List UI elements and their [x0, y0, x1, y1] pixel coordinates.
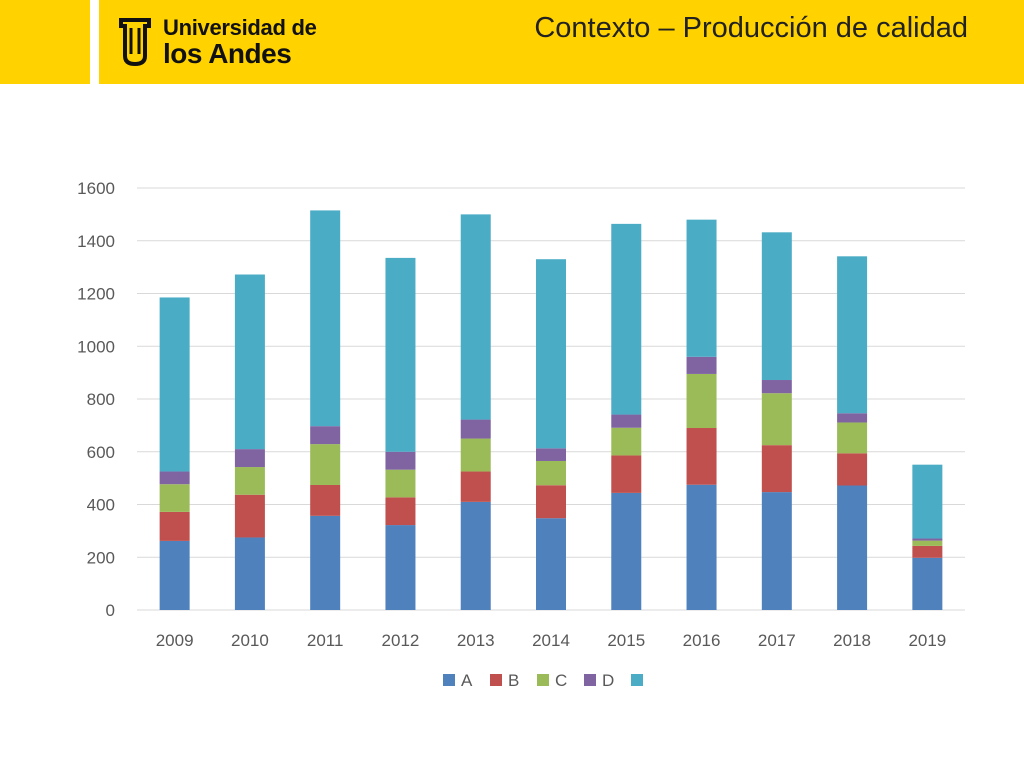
bar-segment	[912, 538, 943, 541]
y-tick-label: 1000	[77, 337, 115, 356]
bar-segment	[536, 448, 566, 461]
legend-label: D	[602, 671, 614, 690]
y-tick-label: 1600	[77, 179, 115, 198]
x-tick-label: 2017	[758, 631, 796, 650]
bar-segment	[761, 393, 792, 446]
bar-segment	[761, 492, 792, 610]
bar-segment	[385, 257, 416, 452]
bar-segment	[460, 419, 491, 439]
x-tick-label: 2019	[908, 631, 946, 650]
bar-segment	[912, 540, 943, 546]
bar-segment	[310, 484, 341, 516]
bar-segment	[761, 445, 792, 493]
legend-label: B	[508, 671, 519, 690]
logo-emblem-icon	[119, 18, 151, 67]
bar-segment	[385, 469, 416, 498]
bar-segment	[159, 471, 190, 485]
bar-segment	[912, 464, 943, 539]
x-tick-label: 2014	[532, 631, 570, 650]
bar-segment	[536, 259, 566, 449]
bar-segment	[385, 525, 416, 610]
x-tick-label: 2015	[607, 631, 645, 650]
bar-segment	[310, 426, 341, 445]
bar-segment	[611, 455, 642, 493]
y-tick-label: 1200	[77, 285, 115, 304]
university-logo: Universidad de los Andes	[115, 12, 317, 72]
bar-segment	[385, 451, 416, 470]
legend-label: A	[461, 671, 473, 690]
bar-segment	[234, 537, 265, 610]
bar-segment	[385, 497, 416, 526]
x-tick-label: 2013	[457, 631, 495, 650]
bar-segment	[686, 428, 717, 485]
bar-segment	[611, 223, 642, 415]
bar-segment	[837, 453, 868, 486]
y-tick-label: 800	[87, 390, 115, 409]
legend-swatch	[584, 674, 596, 686]
y-tick-label: 600	[87, 443, 115, 462]
bar-segment	[837, 413, 868, 423]
bar-segment	[234, 449, 265, 468]
header-accent-block	[0, 0, 90, 84]
bar-segment	[611, 492, 642, 610]
legend-label: C	[555, 671, 567, 690]
bar-segment	[234, 274, 265, 450]
bar-segment	[686, 373, 717, 429]
bar-segment	[837, 485, 868, 610]
bar-segment	[159, 540, 190, 610]
bar-segment	[460, 471, 491, 502]
x-tick-label: 2010	[231, 631, 269, 650]
legend-swatch	[443, 674, 455, 686]
x-tick-label: 2016	[683, 631, 721, 650]
logo-line1: Universidad de	[163, 14, 317, 40]
x-tick-label: 2018	[833, 631, 871, 650]
bar-segment	[761, 232, 792, 381]
y-tick-label: 1400	[77, 232, 115, 251]
x-tick-label: 2012	[382, 631, 420, 650]
y-tick-label: 400	[87, 496, 115, 515]
bar-segment	[310, 210, 341, 427]
bar-segment	[536, 460, 566, 486]
bar-segment	[912, 545, 943, 558]
bar-segment	[310, 444, 341, 485]
bar-segment	[460, 501, 491, 610]
bar-segment	[159, 484, 190, 512]
slide-title: Contexto – Producción de calidad	[534, 12, 968, 44]
bar-segment	[159, 511, 190, 541]
bar-segment	[460, 438, 491, 472]
y-tick-label: 0	[106, 601, 115, 620]
bar-segment	[837, 256, 868, 414]
bar-segment	[686, 356, 717, 374]
bar-segment	[460, 214, 491, 420]
y-tick-label: 200	[87, 548, 115, 567]
bar-segment	[234, 494, 265, 538]
legend-swatch	[631, 674, 643, 686]
bar-segment	[536, 518, 566, 610]
legend-swatch	[537, 674, 549, 686]
x-tick-label: 2011	[307, 631, 344, 650]
header-bar: Universidad de los Andes Contexto – Prod…	[99, 0, 1024, 84]
logo-line2: los Andes	[163, 37, 292, 69]
bar-segment	[837, 422, 868, 454]
bar-segment	[686, 484, 717, 610]
bar-segment	[761, 380, 792, 394]
bar-segment	[912, 557, 943, 610]
bar-segment	[686, 219, 717, 357]
x-tick-label: 2009	[156, 631, 194, 650]
legend-swatch	[490, 674, 502, 686]
bar-segment	[234, 467, 265, 495]
bar-segment	[611, 427, 642, 456]
bar-segment	[310, 515, 341, 610]
bar-segment	[159, 297, 190, 472]
bar-segment	[536, 485, 566, 519]
bar-segment	[611, 414, 642, 428]
